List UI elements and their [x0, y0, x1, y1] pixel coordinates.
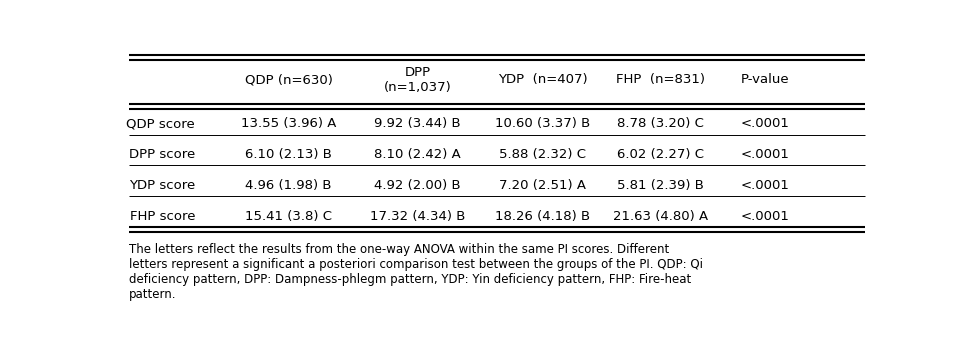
- Text: 17.32 (4.34) B: 17.32 (4.34) B: [370, 210, 465, 223]
- Text: <.0001: <.0001: [740, 148, 790, 161]
- Text: QDP score: QDP score: [127, 118, 195, 131]
- Text: 21.63 (4.80) A: 21.63 (4.80) A: [612, 210, 708, 223]
- Text: <.0001: <.0001: [740, 179, 790, 192]
- Text: 4.96 (1.98) B: 4.96 (1.98) B: [245, 179, 332, 192]
- Text: 13.55 (3.96) A: 13.55 (3.96) A: [241, 118, 336, 131]
- Text: DPP score: DPP score: [129, 148, 195, 161]
- Text: 5.81 (2.39) B: 5.81 (2.39) B: [617, 179, 703, 192]
- Text: 15.41 (3.8) C: 15.41 (3.8) C: [245, 210, 332, 223]
- Text: 10.60 (3.37) B: 10.60 (3.37) B: [495, 118, 590, 131]
- Text: 7.20 (2.51) A: 7.20 (2.51) A: [499, 179, 586, 192]
- Text: QDP (n=630): QDP (n=630): [245, 73, 332, 86]
- Text: <.0001: <.0001: [740, 118, 790, 131]
- Text: 6.10 (2.13) B: 6.10 (2.13) B: [245, 148, 332, 161]
- Text: <.0001: <.0001: [740, 210, 790, 223]
- Text: 6.02 (2.27) C: 6.02 (2.27) C: [617, 148, 703, 161]
- Text: FHP score: FHP score: [130, 210, 195, 223]
- Text: 18.26 (4.18) B: 18.26 (4.18) B: [495, 210, 590, 223]
- Text: FHP  (n=831): FHP (n=831): [616, 73, 704, 86]
- Text: 4.92 (2.00) B: 4.92 (2.00) B: [374, 179, 461, 192]
- Text: P-value: P-value: [741, 73, 790, 86]
- Text: 5.88 (2.32) C: 5.88 (2.32) C: [499, 148, 586, 161]
- Text: DPP
(n=1,037): DPP (n=1,037): [384, 66, 452, 94]
- Text: 8.78 (3.20) C: 8.78 (3.20) C: [617, 118, 703, 131]
- Text: 8.10 (2.42) A: 8.10 (2.42) A: [374, 148, 461, 161]
- Text: YDP score: YDP score: [129, 179, 195, 192]
- Text: YDP  (n=407): YDP (n=407): [498, 73, 587, 86]
- Text: 9.92 (3.44) B: 9.92 (3.44) B: [374, 118, 461, 131]
- Text: The letters reflect the results from the one-way ANOVA within the same PI scores: The letters reflect the results from the…: [129, 243, 703, 301]
